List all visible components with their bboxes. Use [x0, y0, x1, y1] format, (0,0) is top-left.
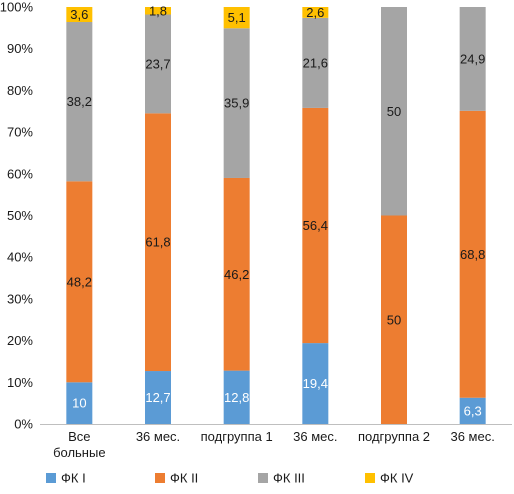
bar-segment	[302, 17, 329, 108]
data-label: 46,2	[224, 267, 249, 282]
data-label: 19,4	[303, 376, 328, 391]
data-label: 68,8	[460, 247, 485, 262]
y-tick-label: 100%	[0, 0, 33, 15]
bar-segment	[223, 177, 250, 371]
bar-segment	[223, 7, 250, 29]
data-label: 35,9	[224, 96, 249, 111]
y-tick-label: 30%	[7, 291, 33, 306]
bar-segment	[145, 113, 171, 372]
bar-segment	[66, 382, 93, 424]
y-tick-label: 0%	[14, 417, 33, 432]
data-label: 1,8	[149, 3, 167, 18]
data-label: 61,8	[145, 235, 170, 250]
data-label: 12,8	[224, 390, 249, 405]
data-label: 6,3	[464, 403, 482, 418]
x-tick-label: 36 мес.	[136, 429, 180, 444]
bar-segment	[381, 7, 407, 216]
legend-label: ФК II	[170, 471, 198, 486]
legend-swatch	[258, 473, 268, 483]
data-label: 50	[387, 104, 401, 119]
data-label: 38,2	[67, 94, 92, 109]
bar-segment	[145, 7, 171, 15]
legend: ФК I ФК II ФК III ФК IV	[46, 471, 414, 486]
bar-segment	[459, 7, 486, 111]
y-tick-label: 20%	[7, 333, 33, 348]
data-label: 12,7	[145, 390, 170, 405]
data-label: 3,6	[70, 7, 88, 22]
data-label: 50	[387, 312, 401, 327]
x-tick-label: подгруппа 1	[201, 429, 273, 444]
data-label: 24,9	[460, 51, 485, 66]
bar-segment	[381, 215, 407, 424]
legend-label: ФК IV	[380, 471, 414, 486]
y-tick-label: 50%	[7, 208, 33, 223]
bar-segment	[302, 343, 329, 424]
bar-segment	[223, 28, 250, 178]
y-tick-label: 70%	[7, 125, 33, 140]
data-label: 10	[72, 396, 86, 411]
x-tick-label: подгруппа 2	[358, 429, 430, 444]
bar-segment	[459, 110, 486, 398]
bar-segment	[302, 7, 329, 18]
data-label: 56,4	[303, 218, 328, 233]
bar-segment	[459, 397, 486, 424]
data-label: 48,2	[67, 274, 92, 289]
y-tick-label: 80%	[7, 83, 33, 98]
bar-segment	[66, 7, 93, 23]
bar-segment	[66, 181, 93, 383]
bars: 10 48,2 38,2 3,6 12,7 61,8 23,7 1,8 12,8 46,2 35,9…	[66, 3, 486, 424]
y-tick-label: 40%	[7, 250, 33, 265]
legend-swatch	[155, 473, 165, 483]
data-label: 21,6	[303, 55, 328, 70]
x-tick-label: 36 мес.	[450, 429, 494, 444]
y-axis: 0% 10% 20% 30% 40% 50% 60% 70% 80% 90% 100%	[0, 0, 33, 432]
data-label: 2,6	[306, 5, 324, 20]
y-tick-label: 10%	[7, 375, 33, 390]
y-tick-label: 60%	[7, 166, 33, 181]
legend-label: ФК I	[61, 471, 86, 486]
x-tick-label: 36 мес.	[293, 429, 337, 444]
bar-segment	[302, 107, 329, 344]
y-tick-label: 90%	[7, 41, 33, 56]
bar-segment	[145, 371, 171, 424]
legend-swatch	[46, 473, 56, 483]
data-label: 5,1	[228, 10, 246, 25]
legend-label: ФК III	[273, 471, 305, 486]
x-tick-label: Все	[68, 429, 90, 444]
bar-segment	[66, 22, 93, 182]
x-tick-label: больные	[53, 445, 106, 460]
bar-segment	[145, 14, 171, 114]
data-label: 23,7	[145, 56, 170, 71]
bar-segment	[223, 370, 250, 424]
legend-swatch	[365, 473, 375, 483]
